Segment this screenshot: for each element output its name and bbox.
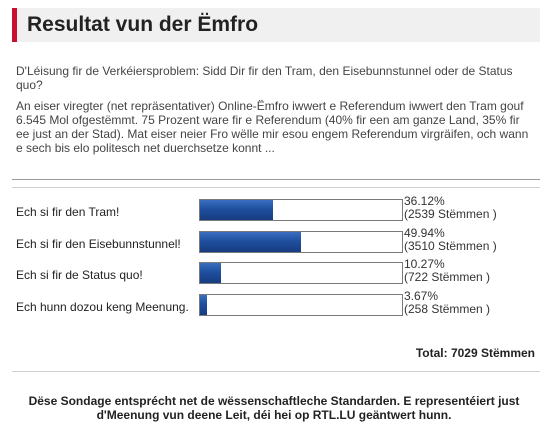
poll-description: An eiser viregter (net repräsentativer) … (16, 99, 529, 155)
result-votes: (2539 Stëmmen ) (404, 207, 497, 221)
poll-results: Ech si fir den Tram! 36.12% (2539 Stëmme… (12, 195, 540, 321)
result-stats: 3.67% (258 Stëmmen ) (404, 288, 491, 316)
result-bar-fill (200, 294, 208, 315)
result-bar (199, 199, 403, 221)
result-stats: 10.27% (722 Stëmmen ) (404, 258, 490, 284)
result-row: Ech si fir den Eisebunnstunnel! 49.94% (… (12, 225, 540, 259)
result-bar (199, 230, 403, 253)
answer-label: Ech si fir den Eisebunnstunnel! (16, 236, 181, 251)
result-percent: 49.94% (404, 225, 445, 240)
result-bar (199, 293, 403, 316)
result-stats: 49.94% (3510 Stëmmen ) (404, 225, 497, 253)
answer-label: Ech si fir de Status quo! (16, 268, 143, 282)
result-bar (199, 262, 403, 284)
result-stats: 36.12% (2539 Stëmmen ) (404, 195, 497, 221)
result-votes: (258 Stëmmen ) (404, 301, 491, 316)
divider (12, 179, 540, 180)
result-votes: (3510 Stëmmen ) (404, 238, 497, 253)
result-row: Ech hunn dozou keng Meenung. 3.67% (258 … (12, 288, 540, 322)
result-votes: (722 Stëmmen ) (404, 270, 491, 284)
result-percent: 10.27% (404, 257, 445, 271)
result-percent: 36.12% (404, 194, 445, 208)
results-header: Resultat vun der Ëmfro (12, 8, 540, 42)
result-row: Ech si fir de Status quo! 10.27% (722 St… (12, 258, 540, 290)
page-title: Resultat vun der Ëmfro (27, 13, 259, 36)
result-bar-fill (200, 263, 221, 283)
result-bar-fill (200, 200, 273, 220)
divider (12, 187, 540, 188)
answer-label: Ech si fir den Tram! (16, 205, 120, 219)
result-percent: 3.67% (404, 288, 439, 303)
result-bar-fill (200, 231, 301, 252)
disclaimer: Dëse Sondage entsprécht net de wëssensch… (28, 394, 520, 422)
poll-question: D'Léisung fir de Verkéiersproblem: Sidd … (16, 64, 513, 92)
divider (12, 371, 540, 372)
result-row: Ech si fir den Tram! 36.12% (2539 Stëmme… (12, 195, 540, 227)
total-votes: Total: 7029 Stëmmen (415, 346, 535, 360)
answer-label: Ech hunn dozou keng Meenung. (16, 299, 189, 314)
